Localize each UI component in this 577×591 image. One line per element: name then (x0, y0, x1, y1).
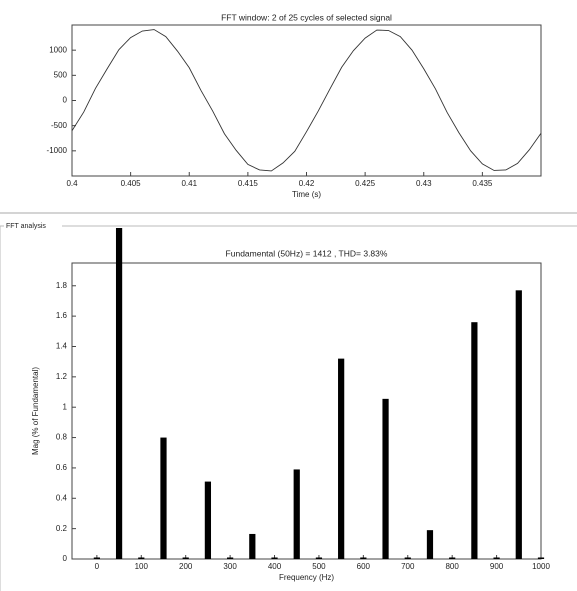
y-tick-label: 0.2 (56, 524, 68, 533)
bar (493, 557, 500, 559)
x-axis-label: Time (s) (292, 190, 321, 199)
bar (182, 557, 189, 559)
x-tick-label: 0 (95, 562, 100, 571)
x-tick-label: 900 (490, 562, 504, 571)
x-tick-label: 0.41 (181, 179, 197, 188)
y-tick-label: 0.6 (56, 463, 68, 472)
signal-line (71, 29, 542, 172)
bar (382, 398, 389, 559)
y-tick-label: 1.2 (56, 372, 68, 381)
bar (471, 322, 478, 559)
y-tick-label: 0 (63, 554, 68, 563)
x-tick-label: 0.435 (472, 179, 493, 188)
bar (404, 557, 411, 559)
bar (360, 557, 367, 559)
bar (426, 530, 434, 559)
x-tick-label: 400 (268, 562, 282, 571)
x-tick-label: 600 (357, 562, 371, 571)
chart-title: FFT window: 2 of 25 cycles of selected s… (221, 12, 392, 22)
bar (160, 437, 167, 559)
y-tick-label: 0.4 (56, 493, 68, 502)
x-axis-label: Frequency (Hz) (279, 573, 334, 582)
panel-label: FFT analysis (6, 223, 46, 230)
x-tick-label: 300 (223, 562, 237, 571)
bar (115, 228, 123, 559)
y-tick-label: -1000 (47, 146, 68, 155)
bar (271, 557, 278, 559)
bar (138, 557, 145, 559)
x-tick-label: 500 (312, 562, 326, 571)
bar (93, 557, 100, 559)
bar (204, 481, 212, 559)
x-tick-label: 0.425 (355, 179, 376, 188)
bar (227, 557, 234, 559)
bar (249, 533, 256, 559)
y-tick-label: 1000 (49, 45, 67, 54)
x-tick-label: 0.42 (299, 179, 315, 188)
y-tick-label: -500 (51, 121, 68, 130)
bar (315, 557, 323, 559)
bar (293, 469, 300, 559)
x-tick-label: 800 (445, 562, 459, 571)
x-tick-label: 1000 (532, 562, 550, 571)
y-tick-label: 1 (63, 402, 68, 411)
y-tick-label: 1.8 (56, 281, 68, 290)
x-tick-label: 100 (135, 562, 149, 571)
bar (537, 557, 545, 559)
panel-label-bg (4, 221, 62, 231)
x-tick-label: 700 (401, 562, 415, 571)
y-tick-label: 500 (54, 70, 68, 79)
bar (338, 358, 345, 559)
x-tick-label: 0.405 (121, 179, 142, 188)
bar (515, 290, 522, 559)
x-tick-label: 200 (179, 562, 193, 571)
x-tick-label: 0.43 (416, 179, 432, 188)
axes-box (71, 24, 542, 177)
y-axis-label: Mag (% of Fundamental) (31, 367, 40, 455)
y-tick-label: 1.4 (56, 342, 68, 351)
bar (449, 557, 456, 559)
y-tick-label: 0.8 (56, 433, 68, 442)
y-tick-label: 1.6 (56, 311, 68, 320)
x-tick-label: 0.415 (238, 179, 259, 188)
axes-box (71, 262, 542, 560)
y-tick-label: 0 (63, 96, 68, 105)
x-tick-label: 0.4 (66, 179, 78, 188)
chart-title: Fundamental (50Hz) = 1412 , THD= 3.83% (226, 248, 388, 258)
